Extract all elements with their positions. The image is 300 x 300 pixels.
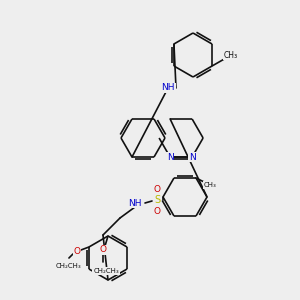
Text: NH: NH [161,83,175,92]
Text: CH₂CH₃: CH₂CH₃ [55,263,81,269]
Text: O: O [74,248,80,256]
Text: O: O [154,184,160,194]
Text: CH₂CH₃: CH₂CH₃ [93,268,119,274]
Text: S: S [154,195,160,205]
Text: O: O [100,245,106,254]
Text: N: N [189,153,196,162]
Text: CH₃: CH₃ [204,182,216,188]
Text: O: O [154,206,160,215]
Text: N: N [167,153,173,162]
Text: CH₃: CH₃ [224,50,238,59]
Text: NH: NH [128,199,142,208]
